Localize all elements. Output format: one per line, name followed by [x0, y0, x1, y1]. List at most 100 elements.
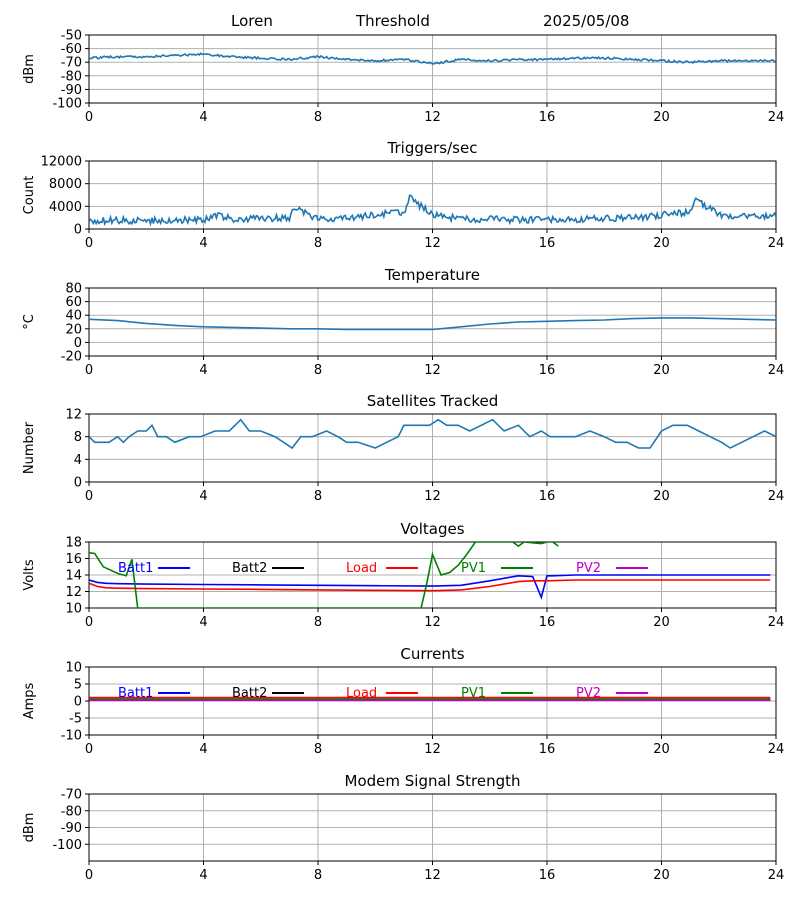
- series-line-pv1: [89, 542, 559, 608]
- x-tick-label: 4: [199, 110, 207, 125]
- series-line-batt1: [89, 574, 771, 600]
- series-line-data: [89, 317, 776, 331]
- x-tick-label: 0: [85, 489, 93, 504]
- x-tick-label: 16: [539, 363, 556, 378]
- x-tick-label: 16: [539, 236, 556, 251]
- y-axis-label: dBm: [22, 813, 37, 843]
- y-tick-label: -100: [52, 838, 82, 853]
- y-tick-label: 0: [74, 223, 82, 238]
- x-tick-label: 8: [314, 615, 322, 630]
- x-tick-label: 16: [539, 615, 556, 630]
- x-tick-label: 20: [653, 236, 670, 251]
- legend-label: Load: [346, 686, 377, 701]
- x-tick-label: 0: [85, 110, 93, 125]
- x-tick-label: 4: [199, 742, 207, 757]
- y-tick-label: 0: [74, 695, 82, 710]
- panel-title: Modem Signal Strength: [345, 772, 521, 790]
- y-tick-label: -80: [61, 804, 82, 819]
- x-tick-label: 4: [199, 236, 207, 251]
- x-tick-label: 20: [653, 615, 670, 630]
- y-tick-label: -10: [61, 729, 82, 744]
- x-tick-label: 20: [653, 489, 670, 504]
- legend-label: Batt2: [232, 561, 267, 576]
- x-tick-label: 4: [199, 868, 207, 883]
- x-tick-label: 24: [768, 236, 785, 251]
- y-tick-label: 40: [65, 309, 82, 324]
- plot-frame: [88, 160, 777, 230]
- y-tick-label: -20: [61, 350, 82, 365]
- legend-label: Batt2: [232, 686, 267, 701]
- y-tick-label: -90: [61, 821, 82, 836]
- plot-frame: [88, 287, 777, 357]
- x-tick-label: 16: [539, 110, 556, 125]
- y-tick-label: 4: [74, 453, 82, 468]
- y-tick-label: -100: [52, 97, 82, 112]
- plot-frame: [88, 413, 777, 483]
- y-axis-label: °C: [22, 314, 37, 330]
- x-tick-label: 0: [85, 868, 93, 883]
- x-tick-label: 24: [768, 110, 785, 125]
- panel-title: Currents: [400, 645, 464, 663]
- series-line-data: [89, 52, 776, 65]
- y-tick-label: 5: [74, 678, 82, 693]
- panel-title: Satellites Tracked: [367, 392, 498, 410]
- x-tick-label: 12: [424, 363, 441, 378]
- y-tick-label: 10: [65, 661, 82, 676]
- series-line-data: [89, 194, 776, 227]
- y-tick-label: 16: [65, 552, 82, 567]
- y-tick-label: 14: [65, 569, 82, 584]
- y-tick-label: 12: [65, 408, 82, 423]
- x-tick-label: 20: [653, 363, 670, 378]
- y-axis-label: Number: [22, 421, 37, 474]
- y-tick-label: 4000: [49, 200, 82, 215]
- x-tick-label: 8: [314, 489, 322, 504]
- y-axis-label: Volts: [22, 559, 37, 591]
- x-tick-label: 0: [85, 363, 93, 378]
- y-tick-label: 12000: [41, 155, 82, 170]
- plot-frame: [88, 541, 777, 609]
- x-tick-label: 0: [85, 742, 93, 757]
- x-tick-label: 12: [424, 742, 441, 757]
- x-tick-label: 8: [314, 868, 322, 883]
- x-tick-label: 24: [768, 615, 785, 630]
- y-tick-label: 0: [74, 336, 82, 351]
- x-tick-label: 16: [539, 742, 556, 757]
- y-axis-label: Count: [22, 176, 37, 215]
- plot-frame: [88, 793, 777, 862]
- y-tick-label: -60: [61, 42, 82, 57]
- x-tick-label: 0: [85, 615, 93, 630]
- x-tick-label: 20: [653, 742, 670, 757]
- panel-title: Temperature: [384, 266, 480, 284]
- legend-label: PV2: [576, 561, 601, 576]
- header-date-label: 2025/05/08: [543, 12, 630, 30]
- x-tick-label: 0: [85, 236, 93, 251]
- y-tick-label: 60: [65, 295, 82, 310]
- header-mode-label: Threshold: [356, 12, 430, 30]
- series-line-load: [89, 579, 771, 592]
- y-tick-label: -50: [61, 29, 82, 44]
- y-tick-label: 0: [74, 476, 82, 491]
- legend-label: Batt1: [118, 561, 153, 576]
- y-tick-label: -80: [61, 69, 82, 84]
- y-tick-label: 20: [65, 322, 82, 337]
- x-tick-label: 16: [539, 489, 556, 504]
- y-tick-label: 80: [65, 282, 82, 297]
- y-axis-label: dBm: [22, 54, 37, 84]
- y-tick-label: 18: [65, 536, 82, 551]
- x-tick-label: 8: [314, 363, 322, 378]
- y-tick-label: -70: [61, 56, 82, 71]
- x-tick-label: 4: [199, 363, 207, 378]
- legend-label: PV1: [461, 686, 486, 701]
- x-tick-label: 4: [199, 489, 207, 504]
- y-tick-label: 10: [65, 602, 82, 617]
- y-tick-label: -5: [69, 712, 82, 727]
- series-line-data: [89, 418, 776, 450]
- legend-label: Batt1: [118, 686, 153, 701]
- x-tick-label: 12: [424, 868, 441, 883]
- x-tick-label: 12: [424, 615, 441, 630]
- x-tick-label: 24: [768, 363, 785, 378]
- plot-frame: [88, 34, 777, 104]
- y-tick-label: -90: [61, 83, 82, 98]
- legend-label: PV1: [461, 561, 486, 576]
